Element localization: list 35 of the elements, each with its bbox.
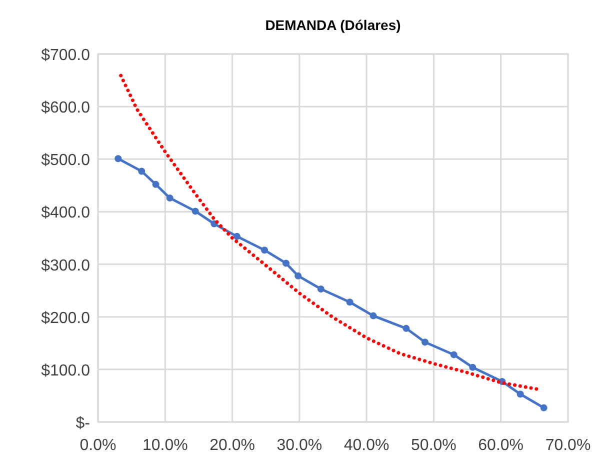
x-tick-label: 20.0% — [210, 437, 255, 454]
point — [469, 364, 476, 371]
y-tick-label: $600.0 — [41, 100, 90, 117]
y-tick-label: $100.0 — [41, 362, 90, 380]
y-tick-label: $700.0 — [41, 47, 90, 64]
point — [346, 298, 354, 306]
point — [370, 312, 377, 320]
x-tick-label: 40.0% — [344, 437, 390, 454]
y-tick-label: $200.0 — [41, 310, 90, 327]
x-tick-label: 50.0% — [411, 437, 456, 454]
point — [282, 260, 290, 267]
point — [261, 246, 268, 254]
point — [540, 404, 548, 412]
x-tick-label: 60.0% — [478, 437, 524, 454]
x-tick-label: 10.0% — [142, 437, 188, 454]
x-tick-label: 0.0% — [80, 437, 116, 454]
point — [516, 390, 524, 398]
y-tick-label: $500.0 — [41, 152, 90, 170]
chart-title: DEMANDA (Dólares) — [265, 17, 401, 33]
point — [152, 180, 160, 188]
x-tick-label: 30.0% — [276, 437, 322, 454]
point — [294, 272, 302, 280]
point — [166, 194, 174, 202]
point — [317, 285, 324, 292]
point — [421, 338, 428, 346]
y-tick-label: $- — [76, 415, 90, 432]
point — [114, 155, 122, 162]
y-tick-label: $400.0 — [41, 204, 90, 222]
x-tick-label: 70.0% — [545, 437, 591, 454]
point — [402, 324, 410, 332]
point — [233, 232, 240, 240]
y-tick-label: $300.0 — [41, 257, 90, 274]
point — [450, 351, 458, 358]
point — [192, 208, 199, 215]
point — [138, 168, 146, 175]
